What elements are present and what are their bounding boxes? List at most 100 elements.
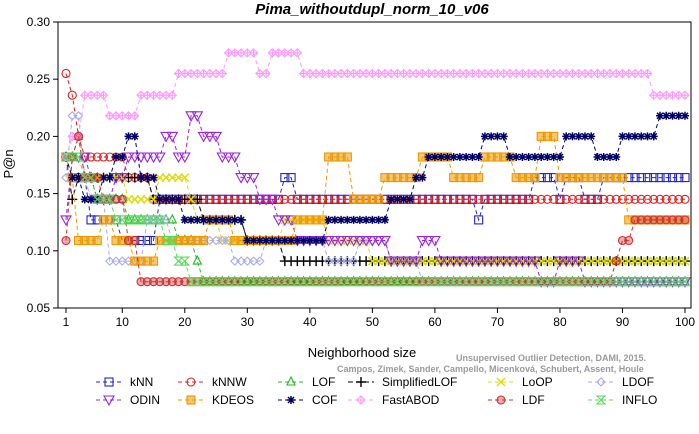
legend-item-cof: COF bbox=[278, 393, 337, 407]
y-tick-label: 0.05 bbox=[27, 301, 51, 315]
series-fastabod bbox=[62, 49, 689, 161]
data-point bbox=[131, 112, 139, 120]
y-tick-label: 0.30 bbox=[27, 15, 51, 29]
legend-label: LOF bbox=[312, 375, 335, 389]
data-point bbox=[106, 174, 114, 182]
data-point bbox=[131, 237, 139, 245]
legend-label: kNN bbox=[130, 375, 153, 389]
data-point bbox=[293, 49, 301, 57]
data-point bbox=[475, 153, 483, 161]
legend-item-ldf: LDF bbox=[488, 393, 545, 407]
data-point bbox=[218, 69, 226, 77]
x-tick-label: 100 bbox=[675, 315, 695, 329]
legend-label: LDOF bbox=[622, 375, 654, 389]
data-point bbox=[681, 216, 689, 224]
data-point bbox=[556, 153, 564, 161]
legend-label: INFLO bbox=[622, 393, 657, 407]
data-point bbox=[375, 195, 383, 203]
chart: Pima_withoutdupl_norm_10_v06 1 10 20 30 40 50… bbox=[0, 0, 699, 434]
data-point bbox=[62, 69, 70, 77]
data-point bbox=[587, 132, 595, 140]
x-tick-label: 40 bbox=[303, 315, 317, 329]
data-point bbox=[618, 174, 626, 182]
data-point bbox=[381, 216, 389, 224]
data-point bbox=[318, 237, 326, 245]
legend-label: LDF bbox=[522, 393, 545, 407]
data-point bbox=[625, 237, 633, 245]
data-point bbox=[406, 195, 414, 203]
data-point bbox=[681, 91, 689, 99]
x-tick-label: 1 bbox=[63, 315, 70, 329]
y-tick-label: 0.10 bbox=[27, 244, 51, 258]
data-point bbox=[118, 195, 126, 203]
legend-label: COF bbox=[312, 393, 337, 407]
data-point bbox=[75, 132, 83, 140]
data-point bbox=[650, 132, 658, 140]
legend: kNN kNNW LOF SimplifiedLOF LoOP LDOF ODIN KDEOS… bbox=[96, 375, 657, 407]
data-point bbox=[131, 132, 139, 140]
legend-item-knn: kNN bbox=[96, 375, 153, 389]
data-point bbox=[497, 396, 505, 404]
legend-item-simplifiedlof: SimplifiedLOF bbox=[348, 375, 457, 389]
data-point bbox=[681, 112, 689, 120]
data-point bbox=[193, 256, 201, 264]
series-loop bbox=[62, 153, 689, 265]
data-point bbox=[62, 237, 70, 245]
series-line bbox=[66, 157, 685, 261]
data-point bbox=[200, 237, 208, 245]
data-point bbox=[250, 49, 258, 57]
x-tick-label: 90 bbox=[616, 315, 630, 329]
credit-line-2: Campos, Zimek, Sander, Campello, Micenko… bbox=[337, 364, 644, 374]
data-point bbox=[175, 195, 183, 203]
data-point bbox=[237, 216, 245, 224]
x-tick-label: 50 bbox=[366, 315, 380, 329]
y-tick-label: 0.25 bbox=[27, 72, 51, 86]
legend-item-kdeos: KDEOS bbox=[178, 393, 254, 407]
data-point bbox=[643, 69, 651, 77]
legend-label: ODIN bbox=[130, 393, 160, 407]
legend-item-lof: LOF bbox=[278, 375, 335, 389]
data-point bbox=[93, 237, 101, 245]
data-point bbox=[168, 91, 176, 99]
credit-line-1: Unsupervised Outlier Detection, DAMI, 20… bbox=[456, 353, 646, 363]
series-line bbox=[66, 53, 685, 157]
y-tick-label: 0.15 bbox=[27, 187, 51, 201]
data-point bbox=[357, 396, 365, 404]
x-tick-label: 70 bbox=[491, 315, 505, 329]
data-point bbox=[287, 396, 295, 404]
data-point bbox=[612, 153, 620, 161]
legend-label: kNNW bbox=[212, 375, 247, 389]
data-point bbox=[550, 132, 558, 140]
legend-label: LoOP bbox=[522, 375, 553, 389]
legend-label: SimplifiedLOF bbox=[382, 375, 457, 389]
data-point bbox=[343, 153, 351, 161]
legend-label: FastABOD bbox=[382, 393, 440, 407]
series-simplifiedlof bbox=[61, 152, 690, 266]
x-tick-label: 80 bbox=[553, 315, 567, 329]
y-axis-label: P@n bbox=[1, 149, 16, 178]
legend-item-odin: ODIN bbox=[96, 393, 160, 407]
x-tick-label: 30 bbox=[241, 315, 255, 329]
series-layer bbox=[61, 49, 690, 287]
data-point bbox=[287, 377, 295, 385]
x-axis-label: Neighborhood size bbox=[308, 345, 416, 360]
data-point bbox=[150, 257, 158, 265]
chart-title: Pima_withoutdupl_norm_10_v06 bbox=[255, 1, 489, 18]
legend-item-knnw: kNNW bbox=[178, 375, 247, 389]
data-point bbox=[500, 132, 508, 140]
data-point bbox=[118, 153, 126, 161]
data-point bbox=[150, 174, 158, 182]
data-point bbox=[262, 69, 270, 77]
legend-item-ldof: LDOF bbox=[588, 375, 654, 389]
x-tick-label: 60 bbox=[428, 315, 442, 329]
x-tick-label: 10 bbox=[116, 315, 130, 329]
legend-label: KDEOS bbox=[212, 393, 254, 407]
x-tick-label: 20 bbox=[178, 315, 192, 329]
legend-item-fastabod: FastABOD bbox=[348, 393, 440, 407]
data-point bbox=[418, 174, 426, 182]
series-line bbox=[66, 157, 685, 261]
data-point bbox=[181, 257, 189, 265]
data-point bbox=[612, 257, 620, 265]
legend-item-inflo: INFLO bbox=[588, 393, 657, 407]
data-point bbox=[187, 396, 195, 404]
